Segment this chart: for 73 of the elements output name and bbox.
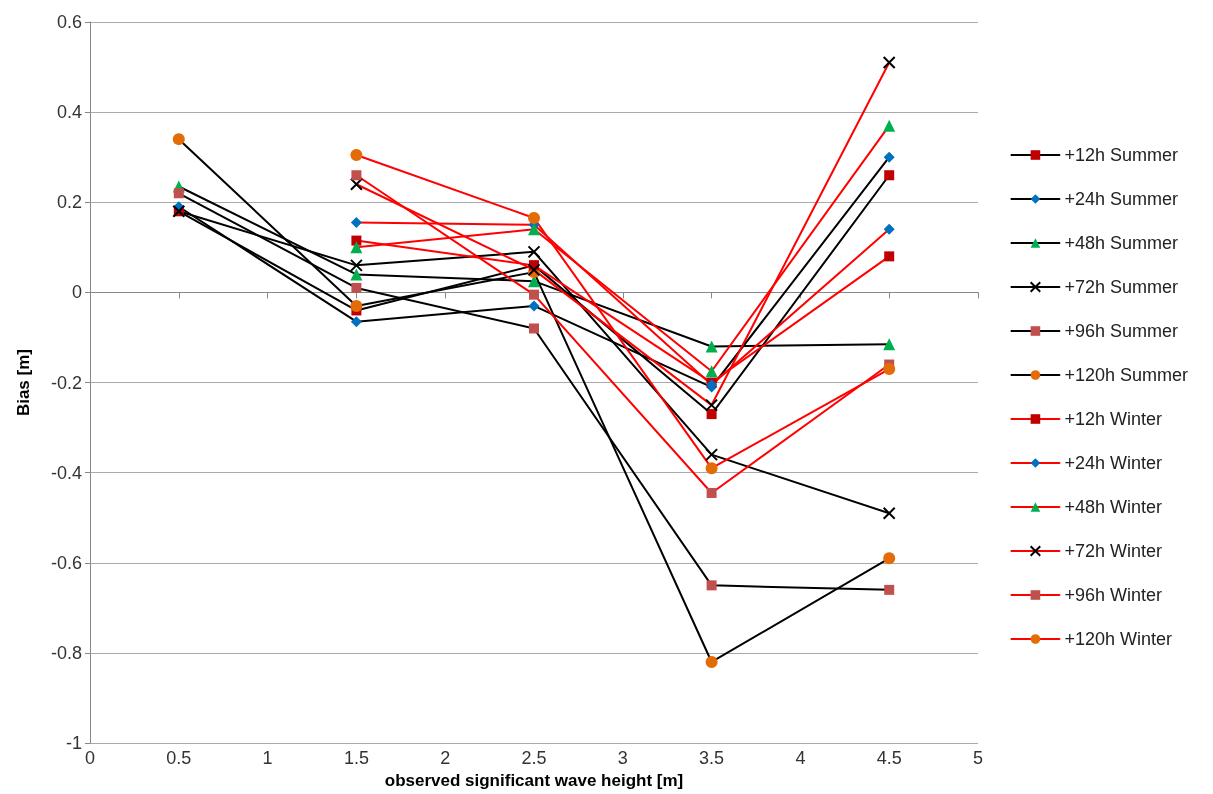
- point: [528, 300, 540, 312]
- point: [884, 251, 895, 262]
- legend-label: +48h Winter: [1064, 497, 1162, 517]
- point: [350, 268, 363, 281]
- x-tick-label: 2: [440, 748, 451, 769]
- point: [350, 148, 363, 161]
- legend-label: +24h Winter: [1064, 453, 1162, 473]
- y-tick-label: -0.2: [50, 372, 82, 393]
- point: [528, 223, 540, 236]
- point: [883, 338, 896, 351]
- x-tick-label: 0.5: [166, 748, 192, 769]
- point: [883, 363, 896, 376]
- point: [705, 448, 719, 462]
- x-tick-label: 3.5: [699, 748, 725, 769]
- point: [883, 552, 896, 565]
- point: [883, 151, 895, 163]
- point: [172, 133, 185, 146]
- y-tick-label: -0.4: [50, 462, 82, 483]
- point: [350, 316, 362, 328]
- x-tick-label: 0: [84, 748, 96, 769]
- point: [705, 365, 718, 378]
- x-tick-label: 4.5: [876, 748, 902, 769]
- point: [351, 235, 362, 246]
- x-tick-label: 4: [795, 748, 806, 769]
- point: [706, 487, 717, 498]
- y-tick-label: 0: [71, 282, 82, 303]
- point: [527, 245, 541, 259]
- point: [529, 323, 539, 334]
- x-tick-label: 1.5: [343, 748, 369, 769]
- point: [705, 398, 719, 412]
- point: [705, 655, 718, 668]
- point: [884, 170, 895, 181]
- y-tick-label: 0.4: [56, 102, 82, 123]
- x-axis-title: observed significant wave height [m]: [384, 771, 684, 790]
- point: [173, 188, 184, 199]
- point: [349, 177, 363, 191]
- x-tick-label: 2.5: [521, 748, 547, 769]
- y-tick-label: -0.6: [50, 552, 82, 573]
- point: [884, 584, 895, 595]
- y-tick-label: -1: [65, 733, 82, 754]
- y-tick-label: -0.8: [50, 642, 82, 663]
- point: [350, 241, 363, 254]
- x-tick-label: 5: [972, 748, 984, 769]
- legend-label: +96h Summer: [1064, 321, 1178, 341]
- y-axis-title: Bias [m]: [14, 349, 33, 417]
- x-tick-label: 1: [262, 748, 273, 769]
- point: [351, 282, 362, 293]
- point: [349, 258, 363, 272]
- legend-label: +72h Summer: [1064, 277, 1178, 297]
- point: [350, 217, 362, 229]
- point: [528, 212, 540, 225]
- legend-label: +72h Winter: [1064, 541, 1162, 561]
- legend-label: +24h Summer: [1064, 189, 1178, 209]
- x-tick-label: 3: [617, 748, 628, 769]
- point: [706, 580, 717, 591]
- legend-label: +12h Winter: [1064, 409, 1162, 429]
- point: [882, 56, 896, 70]
- point: [351, 170, 362, 181]
- point: [350, 299, 363, 312]
- legend-label: +120h Winter: [1064, 629, 1172, 649]
- point: [529, 289, 539, 300]
- legend-label: +96h Winter: [1064, 585, 1162, 605]
- y-tick-label: 0.2: [56, 192, 82, 213]
- y-tick-label: 0.6: [56, 12, 82, 32]
- legend-label: +12h Summer: [1064, 145, 1178, 165]
- point: [706, 409, 717, 420]
- point: [705, 340, 718, 353]
- point: [883, 223, 895, 235]
- legend-label: +48h Summer: [1064, 233, 1178, 253]
- point: [882, 506, 896, 520]
- point: [705, 462, 718, 475]
- legend-label: +120h Summer: [1064, 365, 1189, 385]
- point: [883, 119, 896, 132]
